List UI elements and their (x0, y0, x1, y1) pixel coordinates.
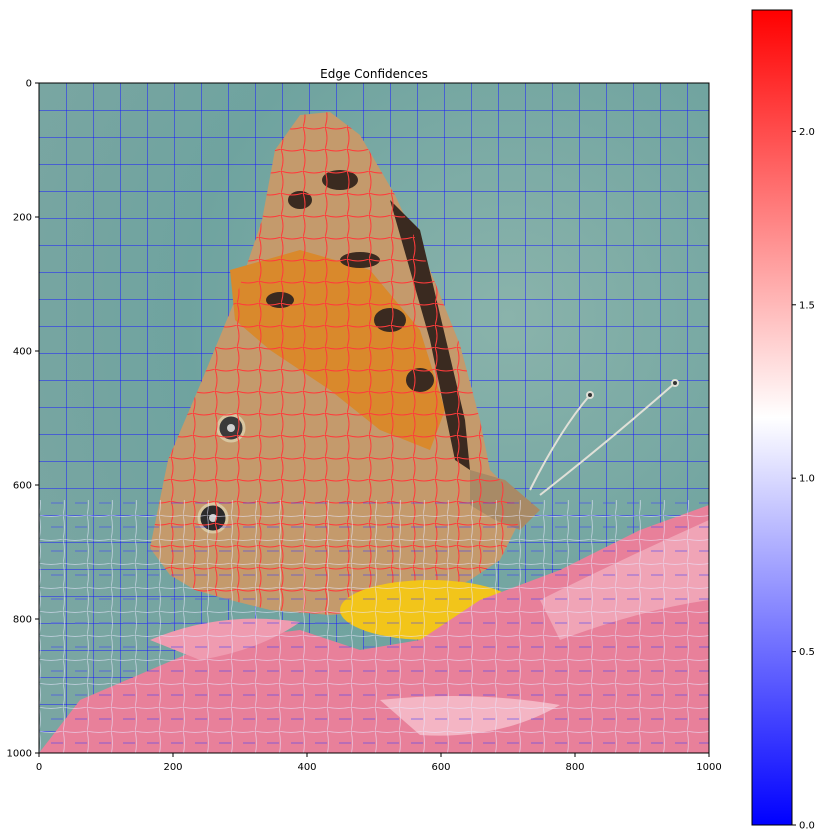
colorbar-axis: 0.0 0.5 1.0 1.5 2.0 (792, 127, 815, 832)
x-tick-label: 600 (431, 762, 450, 773)
y-tick-label: 200 (13, 213, 32, 224)
colorbar-tick-label: 1.5 (799, 300, 815, 311)
colorbar-tick-label: 2.0 (799, 127, 815, 138)
y-tick-label: 1000 (7, 749, 32, 760)
chart-title: Edge Confidences (320, 67, 428, 81)
colorbar-tick-label: 0.0 (799, 821, 815, 832)
x-tick-label: 400 (297, 762, 316, 773)
y-tick-label: 800 (13, 615, 32, 626)
colorbar-tick-label: 1.0 (799, 474, 815, 485)
wing-edges (150, 112, 520, 615)
antennae (529, 379, 679, 496)
x-tick-label: 1000 (696, 762, 721, 773)
y-tick-label: 400 (13, 347, 32, 358)
y-tick-label: 0 (26, 79, 32, 90)
colorbar-tick-label: 0.5 (799, 647, 815, 658)
colorbar (751, 9, 793, 826)
x-axis: 0 200 400 600 800 1000 (36, 753, 722, 773)
image-plot (39, 83, 709, 753)
x-tick-label: 0 (36, 762, 42, 773)
x-tick-label: 800 (565, 762, 584, 773)
x-tick-label: 200 (163, 762, 182, 773)
y-tick-label: 600 (13, 481, 32, 492)
plot-frame (38, 82, 710, 754)
flower-edges (39, 500, 709, 753)
y-axis: 0 200 400 600 800 1000 (7, 79, 39, 760)
